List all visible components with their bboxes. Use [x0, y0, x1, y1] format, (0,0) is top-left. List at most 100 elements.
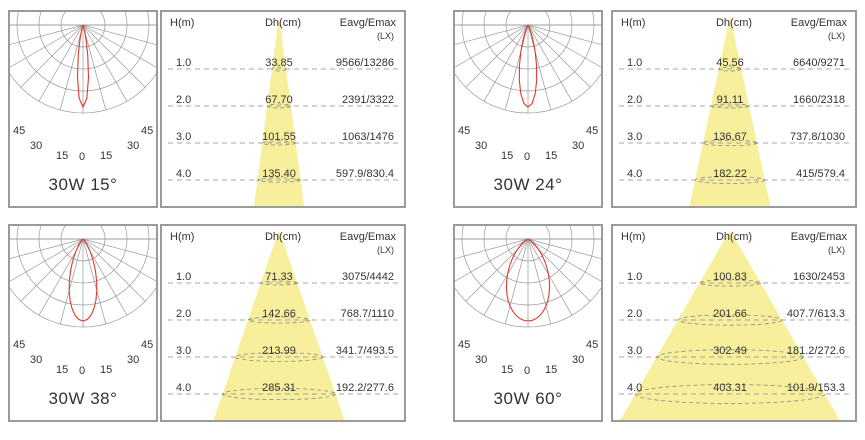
row-lux: 9566/13286 — [335, 57, 394, 69]
polar-spoke — [455, 24, 529, 45]
row-diameter: 71.33 — [265, 271, 293, 283]
row-lux: 192.2/277.6 — [335, 382, 394, 394]
polar-diagram — [10, 226, 156, 328]
row-lux: 737.8/1030 — [789, 131, 845, 143]
polar-ring — [38, 12, 128, 26]
polar-spoke — [82, 24, 128, 102]
row-lux: 1063/1476 — [342, 131, 394, 143]
polar-spoke — [527, 24, 573, 102]
row-lux: 407.7/613.3 — [786, 308, 845, 320]
intensity-curve — [505, 238, 551, 322]
row-lux: 181.2/272.6 — [786, 345, 845, 357]
polar-tick-label: 15 — [56, 364, 69, 376]
row-lux: 6640/9271 — [793, 57, 845, 69]
intensity-curve — [518, 24, 538, 108]
polar-ring — [483, 226, 573, 240]
polar-spoke — [38, 24, 84, 102]
row-lux: 1630/2453 — [793, 271, 845, 283]
row-lux: 768.7/1110 — [340, 308, 394, 320]
polar-tick-label: 30 — [475, 140, 488, 152]
polar-spoke — [20, 238, 84, 302]
row-height: 3.0 — [627, 345, 643, 357]
polar-tick-label: 30 — [127, 140, 140, 152]
polar-tick-label: 15 — [100, 364, 113, 376]
header-lux: Eavg/Emax — [790, 231, 847, 243]
polar-ring — [60, 226, 106, 240]
polar-ring — [10, 12, 156, 25]
polar-ring — [505, 12, 551, 26]
row-diameter: 101.55 — [262, 131, 296, 143]
polar-tick-label: 0 — [79, 151, 86, 163]
polar-panel: 45 45 30 30 15 15 0 30W 15° — [8, 10, 158, 208]
row-lux: 1660/2318 — [793, 94, 845, 106]
header-height: H(m) — [621, 17, 646, 29]
row-height: 2.0 — [176, 94, 192, 106]
polar-tick-label: 15 — [501, 364, 514, 376]
polar-ring — [16, 226, 150, 240]
beam-table-panel: H(m) Dh(cm) Eavg/Emax (LX) 1.0 100.83 1630/245… — [611, 224, 857, 422]
beam-spot — [694, 176, 766, 184]
header-lux-unit: (LX) — [827, 245, 845, 255]
row-height: 1.0 — [627, 271, 643, 283]
polar-spoke — [527, 24, 601, 68]
polar-spoke — [10, 238, 84, 282]
beam-spot — [266, 103, 292, 109]
row-diameter: 302.49 — [713, 345, 747, 357]
beam-table-panel: H(m) Dh(cm) Eavg/Emax (LX) 1.0 45.56 6640/9271… — [611, 10, 857, 208]
polar-tick-label: 15 — [501, 150, 514, 162]
beam-table-panel: H(m) Dh(cm) Eavg/Emax (LX) 1.0 33.85 9566/1328… — [160, 10, 406, 208]
polar-tick-label: 45 — [586, 339, 599, 351]
polar-tick-label: 30 — [30, 140, 43, 152]
polar-tick-label: 30 — [475, 354, 488, 366]
polar-spoke — [82, 24, 107, 111]
polar-spoke — [82, 24, 156, 68]
beam-spot — [656, 349, 804, 365]
polar-spoke — [10, 24, 84, 45]
row-lux: 101.9/153.3 — [786, 382, 845, 394]
beam-cone — [168, 230, 398, 420]
light-beam — [689, 16, 771, 206]
polar-spoke — [455, 238, 529, 282]
polar-spoke — [455, 238, 529, 259]
row-lux: 415/579.4 — [796, 168, 845, 180]
polar-tick-label: 30 — [572, 140, 585, 152]
polar-tick-label: 0 — [524, 365, 531, 377]
polar-spoke — [527, 238, 573, 316]
beam-spot — [222, 387, 336, 401]
polar-spoke — [82, 238, 156, 259]
polar-spoke — [504, 24, 529, 111]
polar-ring — [455, 12, 601, 25]
row-lux: 3075/4442 — [342, 271, 394, 283]
intensity-curve — [68, 238, 98, 322]
row-height: 4.0 — [176, 382, 192, 394]
polar-ring — [60, 12, 106, 26]
polar-spoke — [82, 24, 156, 45]
header-lux: Eavg/Emax — [339, 231, 396, 243]
polar-tick-label: 0 — [79, 365, 86, 377]
polar-diagram — [455, 226, 601, 328]
polar-spoke — [483, 238, 529, 316]
polar-spoke — [527, 238, 601, 259]
row-height: 3.0 — [176, 131, 192, 143]
beam-spot — [677, 314, 783, 326]
polar-tick-label: 45 — [586, 125, 599, 137]
intensity-curve — [76, 24, 90, 109]
polar-spoke — [527, 238, 552, 325]
polar-ring — [10, 226, 156, 239]
header-diameter: Dh(cm) — [264, 231, 302, 243]
polar-ring — [455, 226, 601, 239]
row-height: 2.0 — [176, 308, 192, 320]
row-diameter: 285.31 — [262, 382, 296, 394]
row-height: 2.0 — [627, 308, 643, 320]
polar-spoke — [82, 24, 146, 88]
row-diameter: 201.66 — [713, 308, 747, 320]
row-diameter: 136.67 — [713, 131, 747, 143]
polar-spoke — [527, 24, 552, 111]
beam-cone — [168, 16, 398, 206]
polar-ring — [461, 12, 595, 26]
header-lux-unit: (LX) — [376, 245, 394, 255]
header-lux: Eavg/Emax — [339, 17, 396, 29]
panel-title: 30W 60° — [493, 389, 563, 408]
polar-spoke — [10, 238, 84, 259]
row-height: 3.0 — [627, 131, 643, 143]
